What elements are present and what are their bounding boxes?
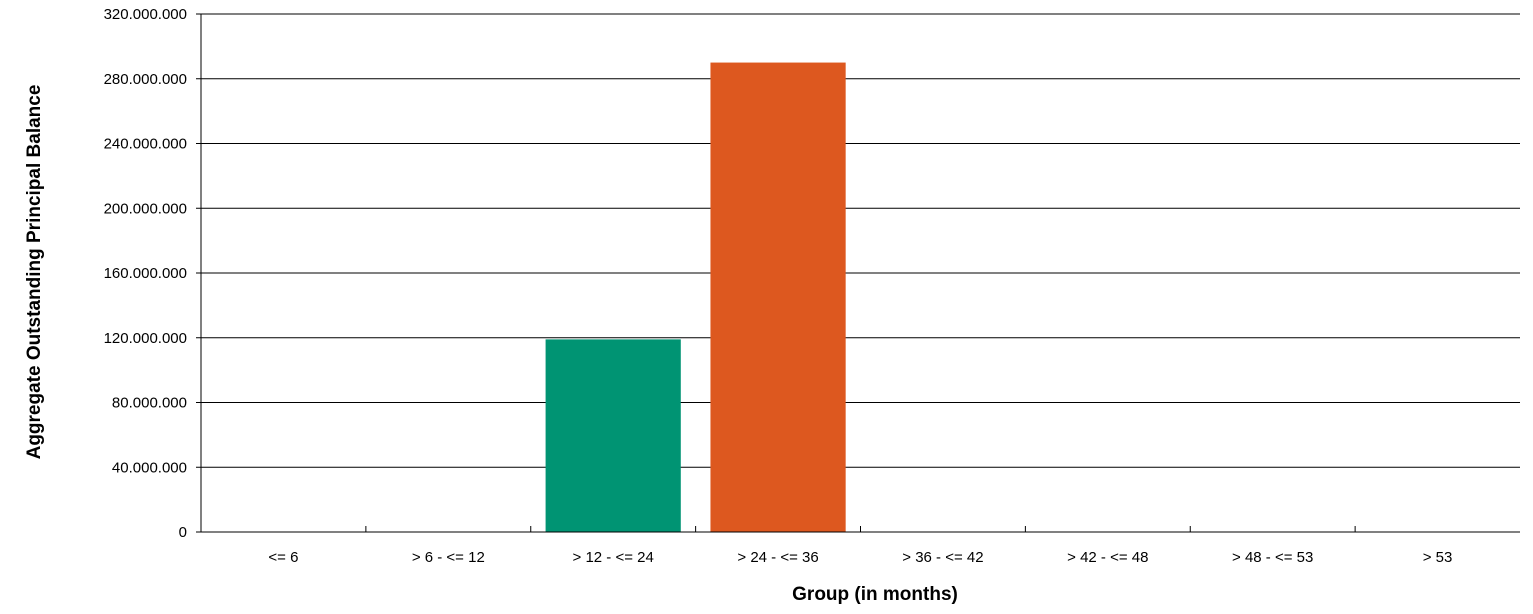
bar (545, 339, 681, 532)
y-tick-label: 200.000.000 (104, 200, 187, 217)
x-tick-label: > 42 - <= 48 (1067, 549, 1148, 566)
y-tick-label: 240.000.000 (104, 136, 187, 153)
bar (710, 62, 846, 532)
x-axis-title: Group (in months) (792, 584, 958, 605)
gridlines (201, 13, 1520, 468)
x-tick-label: > 6 - <= 12 (412, 549, 485, 566)
x-tick-labels: <= 6 > 6 - <= 12 > 12 - <= 24 > 24 - <= 36 >… (268, 526, 1452, 566)
y-tick-label: 120.000.000 (104, 330, 187, 347)
bars (545, 62, 846, 532)
y-tick-labels: 0 40.000.000 80.000.000 120.000.000 160.000.… (104, 6, 201, 541)
y-tick-label: 320.000.000 (104, 6, 187, 23)
y-tick-label: 80.000.000 (112, 395, 187, 412)
y-tick-label: 0 (179, 524, 187, 541)
y-tick-label: 160.000.000 (104, 265, 187, 282)
y-tick-label: 280.000.000 (104, 71, 187, 88)
x-tick-label: > 12 - <= 24 (573, 549, 654, 566)
x-tick-label: > 24 - <= 36 (737, 549, 818, 566)
y-axis-title: Aggregate Outstanding Principal Balance (24, 85, 45, 460)
x-tick-label: <= 6 (268, 549, 298, 566)
x-tick-label: > 48 - <= 53 (1232, 549, 1313, 566)
y-tick-label: 40.000.000 (112, 459, 187, 476)
x-tick-label: > 53 (1423, 549, 1453, 566)
x-tick-label: > 36 - <= 42 (902, 549, 983, 566)
